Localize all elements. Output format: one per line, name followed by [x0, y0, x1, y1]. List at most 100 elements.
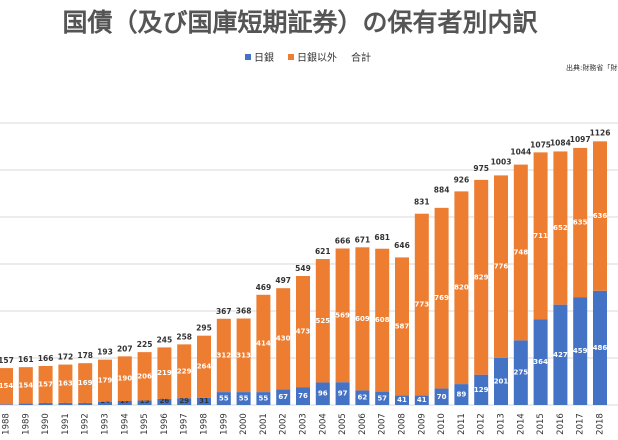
total-label: 367	[216, 307, 232, 316]
segment-label: 652	[553, 224, 568, 232]
segment-label: 635	[573, 219, 588, 227]
x-tick-label: 1992	[81, 413, 91, 435]
segment-label: 55	[259, 395, 269, 403]
total-label: 884	[434, 185, 450, 194]
bar-segment	[335, 248, 350, 383]
segment-label: 486	[593, 344, 608, 352]
segment-label: 55	[219, 395, 229, 403]
source: 出典:財務省「財	[566, 63, 617, 72]
total-label: 671	[355, 235, 371, 244]
total-label: 1003	[491, 157, 512, 166]
segment-label: 609	[355, 315, 370, 323]
segment-label: 19	[140, 397, 150, 405]
bar-segment	[513, 340, 528, 405]
total-label: 621	[315, 247, 331, 256]
bar-segment	[395, 257, 409, 396]
bar-segment	[236, 318, 251, 393]
x-tick-label: 2009	[417, 413, 427, 435]
bar-segment	[216, 392, 231, 405]
bar-segment	[256, 392, 271, 405]
segment-label: 313	[236, 351, 251, 359]
segment-label: 776	[494, 263, 509, 271]
segment-label: 129	[474, 386, 489, 394]
bar-segment	[375, 248, 390, 392]
segment-label: 70	[437, 393, 447, 401]
x-tick-label: 1998	[200, 413, 210, 435]
bar-segment	[38, 365, 53, 403]
x-tick-label: 2017	[576, 413, 586, 435]
segment-label: 636	[593, 212, 608, 220]
total-label: 1097	[570, 135, 591, 144]
segment-label: 525	[315, 317, 330, 325]
x-tick-label: 1989	[21, 413, 31, 435]
total-label: 681	[374, 233, 390, 242]
total-label: 1084	[550, 138, 571, 147]
bar-segment	[98, 359, 112, 402]
x-tick-label: 2008	[398, 413, 408, 435]
x-tick-label: 1996	[160, 413, 170, 435]
total-label: 1075	[530, 140, 551, 149]
segment-label: 154	[0, 382, 13, 390]
segment-label: 201	[494, 377, 509, 385]
bar-segment	[58, 402, 73, 405]
bar-segment	[573, 147, 588, 298]
segment-label: 89	[457, 391, 467, 399]
bar-segment	[533, 152, 548, 320]
segment-label: 55	[239, 395, 249, 403]
total-label: 1126	[590, 128, 611, 137]
bar-segment	[98, 401, 112, 405]
x-tick-label: 1988	[2, 413, 12, 435]
x-tick-label: 1995	[140, 413, 150, 435]
bar-segment	[355, 247, 370, 391]
bar-segment	[18, 367, 33, 404]
bar-segment	[137, 352, 152, 401]
bar-segment	[434, 388, 449, 405]
bar-segment	[553, 304, 568, 405]
x-tick-label: 1997	[180, 413, 190, 435]
x-tick-label: 1994	[120, 413, 130, 435]
segment-label: 229	[177, 367, 192, 375]
legend-label: 日銀以外	[297, 51, 337, 64]
total-label: 666	[335, 236, 351, 245]
total-label: 178	[77, 351, 93, 360]
bar-segment	[256, 294, 271, 393]
total-label: 207	[117, 344, 133, 353]
segment-label: 275	[513, 369, 528, 377]
segment-label: 459	[573, 347, 588, 355]
total-label: 225	[137, 340, 153, 349]
segment-label: 711	[533, 232, 548, 240]
bar-segment	[18, 403, 33, 405]
segment-label: 31	[199, 397, 209, 405]
total-label: 172	[58, 353, 74, 362]
x-tick-label: 2006	[358, 413, 368, 435]
segment-label: 587	[395, 322, 410, 330]
bar-segment	[315, 382, 330, 405]
segment-label: 179	[98, 377, 113, 385]
segment-label: 219	[157, 369, 172, 377]
bar-segment	[414, 213, 429, 396]
segment-label: 773	[414, 301, 429, 309]
x-tick-label: 2004	[318, 413, 328, 435]
total-label: 245	[157, 335, 173, 344]
x-tick-label: 2005	[338, 413, 348, 435]
total-label: 926	[454, 175, 470, 184]
bar-segment	[276, 389, 291, 405]
bar-segment	[296, 275, 310, 388]
bar-segment	[593, 290, 607, 405]
x-tick-label: 2016	[556, 413, 566, 435]
bar-segment	[177, 398, 192, 405]
segment-label: 312	[216, 351, 231, 359]
bar-segment	[414, 395, 429, 405]
bar-segment	[355, 390, 370, 405]
segment-label: 427	[553, 351, 568, 359]
bar-segment	[533, 319, 548, 405]
x-tick-label: 1990	[41, 413, 51, 435]
x-tick-label: 1991	[61, 413, 71, 435]
segment-label: 62	[358, 394, 368, 402]
total-label: 258	[176, 332, 192, 341]
segment-label: 820	[454, 284, 469, 292]
total-label: 646	[394, 241, 410, 250]
segment-label: 364	[533, 358, 548, 366]
bar-segment	[78, 363, 93, 403]
x-tick-label: 2003	[299, 413, 309, 435]
